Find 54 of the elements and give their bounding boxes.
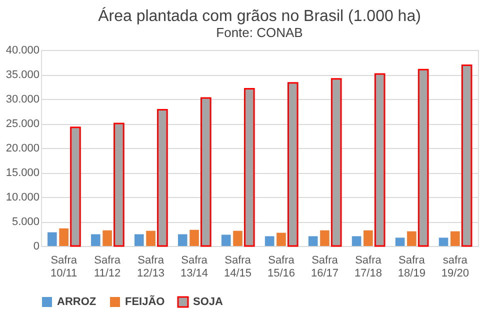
bar [178, 234, 188, 246]
bar [308, 236, 318, 246]
bar [418, 68, 429, 247]
x-tick-label: Safra 11/12 [94, 254, 122, 280]
x-tick-label: Safra 10/11 [50, 254, 78, 280]
y-tick-label: 20.000 [6, 142, 40, 154]
bar [102, 230, 112, 246]
bar [70, 126, 81, 247]
bar [364, 230, 373, 246]
x-tick-label: Safra 13/14 [180, 254, 208, 280]
bar [264, 236, 274, 246]
x-tick-label: Safra 12/13 [137, 254, 165, 280]
bar [244, 88, 255, 247]
y-tick-label: 0 [33, 240, 40, 252]
bar [395, 238, 405, 246]
legend-label: FEIJÃO [125, 295, 166, 308]
bar [190, 230, 199, 246]
bar [330, 78, 342, 247]
bar [276, 232, 286, 246]
bar [320, 230, 330, 246]
x-tick-label: Safra 18/19 [398, 254, 426, 280]
bar [407, 231, 416, 246]
bar [59, 228, 68, 246]
x-tick-label: Safra 16/17 [310, 254, 339, 280]
bar [438, 238, 448, 246]
y-tick-label: 10.000 [6, 192, 40, 204]
x-tick-label: safra 19/20 [441, 254, 469, 280]
bar [450, 231, 460, 246]
bar [114, 122, 124, 247]
legend-label: SOJA [193, 296, 224, 308]
y-tick-label: 25.000 [6, 118, 40, 130]
y-tick-label: 35.000 [6, 69, 40, 81]
legend-label: ARROZ [57, 296, 96, 308]
bar [233, 230, 242, 246]
bar [374, 73, 386, 247]
x-tick-label: Safra 14/15 [224, 254, 252, 280]
bar [461, 64, 472, 247]
y-tick-label: 5.000 [12, 216, 40, 228]
chart-subtitle: Fonte: CONAB [216, 25, 303, 40]
bar [287, 82, 298, 247]
y-tick-label: 30.000 [6, 94, 40, 106]
chart-title: Área plantada com grãos no Brasil (1.000 ha) [98, 7, 421, 25]
bar [134, 234, 144, 246]
bar [146, 230, 156, 246]
x-tick-label: Safra 15/16 [267, 254, 296, 280]
y-tick-label: 15.000 [6, 167, 40, 179]
bar [157, 109, 168, 247]
bar [221, 234, 231, 246]
x-tick-label: Safra 17/18 [354, 254, 382, 280]
y-tick-label: 40.000 [6, 44, 40, 56]
bar [200, 97, 212, 247]
bar [352, 236, 362, 246]
bar [48, 232, 57, 246]
bar [91, 234, 100, 246]
